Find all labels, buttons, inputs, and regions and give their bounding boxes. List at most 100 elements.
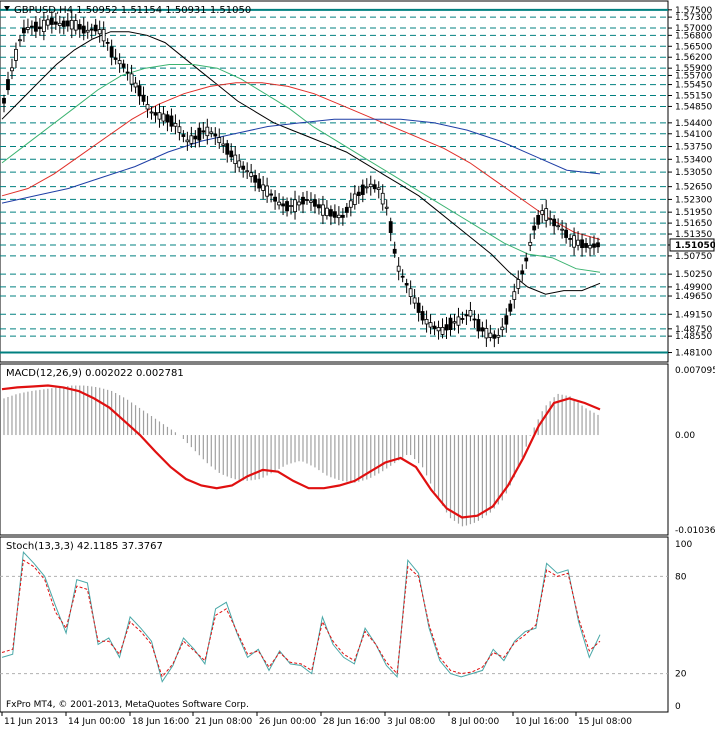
candle-body	[73, 20, 78, 31]
stoch-main-line	[1, 550, 601, 683]
price-tick-label: 1.54850	[675, 102, 712, 112]
candle-body	[257, 178, 262, 189]
candle-body	[85, 29, 90, 33]
price-tick-label: 1.51350	[675, 230, 712, 240]
candle-body	[432, 325, 437, 329]
price-tick-label: 1.53400	[675, 155, 712, 165]
candle-body	[508, 303, 513, 312]
candle-body	[588, 244, 592, 249]
candle-body	[261, 184, 266, 191]
candle-body	[129, 73, 134, 85]
candle-body	[552, 218, 557, 227]
candle-body	[18, 39, 22, 42]
candle-body	[281, 203, 285, 207]
candle-body	[376, 187, 381, 190]
collapse-triangle-icon[interactable]	[4, 6, 10, 11]
candle-body	[245, 170, 250, 173]
price-tick-label: 1.49150	[675, 310, 712, 320]
moving-average-line	[1, 31, 601, 295]
candle-body	[416, 302, 421, 313]
candle-body	[548, 218, 553, 220]
candle-body	[113, 57, 118, 60]
candle-body	[584, 243, 588, 248]
price-tick-label: 1.51650	[675, 219, 712, 229]
symbol-title: GBPUSD,H4 1.50952 1.51154 1.50931 1.5105…	[14, 5, 251, 16]
candle-body	[109, 46, 114, 58]
macd-tick-label: 0.007095	[675, 366, 715, 376]
candle-body	[10, 67, 14, 72]
candle-body	[520, 270, 525, 275]
candle-body	[253, 175, 258, 183]
price-tick-label: 1.53050	[675, 168, 712, 178]
candle-body	[269, 193, 274, 196]
candle-body	[472, 318, 477, 321]
price-tick-label: 1.55150	[675, 92, 712, 102]
time-axis: 11 Jun 2013 14 Jun 00:00 18 Jun 16:00 21 Ju…	[1, 712, 632, 727]
candle-body	[125, 71, 130, 74]
candle-body	[265, 185, 270, 197]
candle-body	[229, 150, 234, 158]
candle-body	[321, 204, 325, 216]
candle-body	[157, 112, 162, 120]
stoch-tick-label: 0	[675, 702, 681, 712]
stoch-axis: 100 80 20 0	[675, 540, 692, 712]
candle-body	[460, 318, 465, 320]
candle-body	[556, 225, 561, 228]
candle-body	[328, 209, 333, 217]
candle-body	[580, 239, 584, 249]
candle-body	[524, 257, 529, 262]
candle-body	[117, 60, 122, 65]
candle-body	[301, 196, 305, 205]
candle-body	[532, 225, 537, 231]
candle-body	[564, 229, 569, 238]
candle-body	[576, 239, 580, 246]
price-tick-label: 1.56200	[675, 53, 712, 63]
price-axis: 1.575001.573001.570001.568001.565001.562…	[668, 6, 715, 359]
price-tick-label: 1.56500	[675, 42, 712, 52]
candle-body	[536, 215, 541, 225]
candle-body	[289, 205, 293, 207]
price-tick-label: 1.50250	[675, 270, 712, 280]
price-tick-label: 1.49900	[675, 283, 712, 293]
candle-body	[592, 243, 596, 248]
time-tick-label: 15 Jul 08:00	[578, 717, 632, 727]
candle-body	[69, 19, 74, 30]
candle-body	[368, 183, 373, 188]
time-tick-label: 28 Jun 16:00	[323, 717, 380, 727]
candle-body	[97, 29, 102, 35]
price-tick-label: 1.55450	[675, 81, 712, 91]
candle-body	[277, 201, 281, 206]
candle-body	[512, 291, 517, 300]
candle-body	[336, 214, 341, 219]
candle-body	[424, 319, 429, 325]
candle-body	[352, 193, 357, 205]
candle-body	[305, 199, 309, 201]
price-moving-averages	[1, 31, 601, 295]
candle-body	[41, 19, 46, 32]
current-price-box	[669, 238, 715, 252]
stoch-panel-frame	[0, 536, 669, 713]
candle-body	[404, 283, 409, 286]
stoch-title: Stoch(13,3,3) 42.1185 37.3767	[6, 541, 163, 552]
macd-signal	[1, 384, 601, 519]
candle-body	[161, 113, 166, 122]
macd-signal-line	[1, 384, 601, 519]
candle-body	[225, 143, 230, 155]
candle-body	[309, 200, 313, 203]
macd-title: MACD(12,26,9) 0.002022 0.002781	[6, 368, 184, 379]
candle-body	[293, 199, 297, 213]
price-tick-label: 1.52650	[675, 183, 712, 193]
candle-body	[213, 133, 218, 137]
candle-body	[452, 321, 457, 324]
time-tick-label: 11 Jun 2013	[4, 717, 58, 727]
candle-body	[340, 214, 345, 218]
candle-body	[233, 154, 238, 164]
candle-body	[241, 165, 246, 170]
candle-body	[428, 322, 433, 328]
stoch-tick-label: 100	[675, 540, 692, 550]
candle-body	[37, 26, 42, 30]
candle-body	[568, 238, 572, 240]
candle-body	[197, 127, 202, 141]
candle-body	[237, 160, 242, 168]
candle-body	[285, 201, 289, 212]
